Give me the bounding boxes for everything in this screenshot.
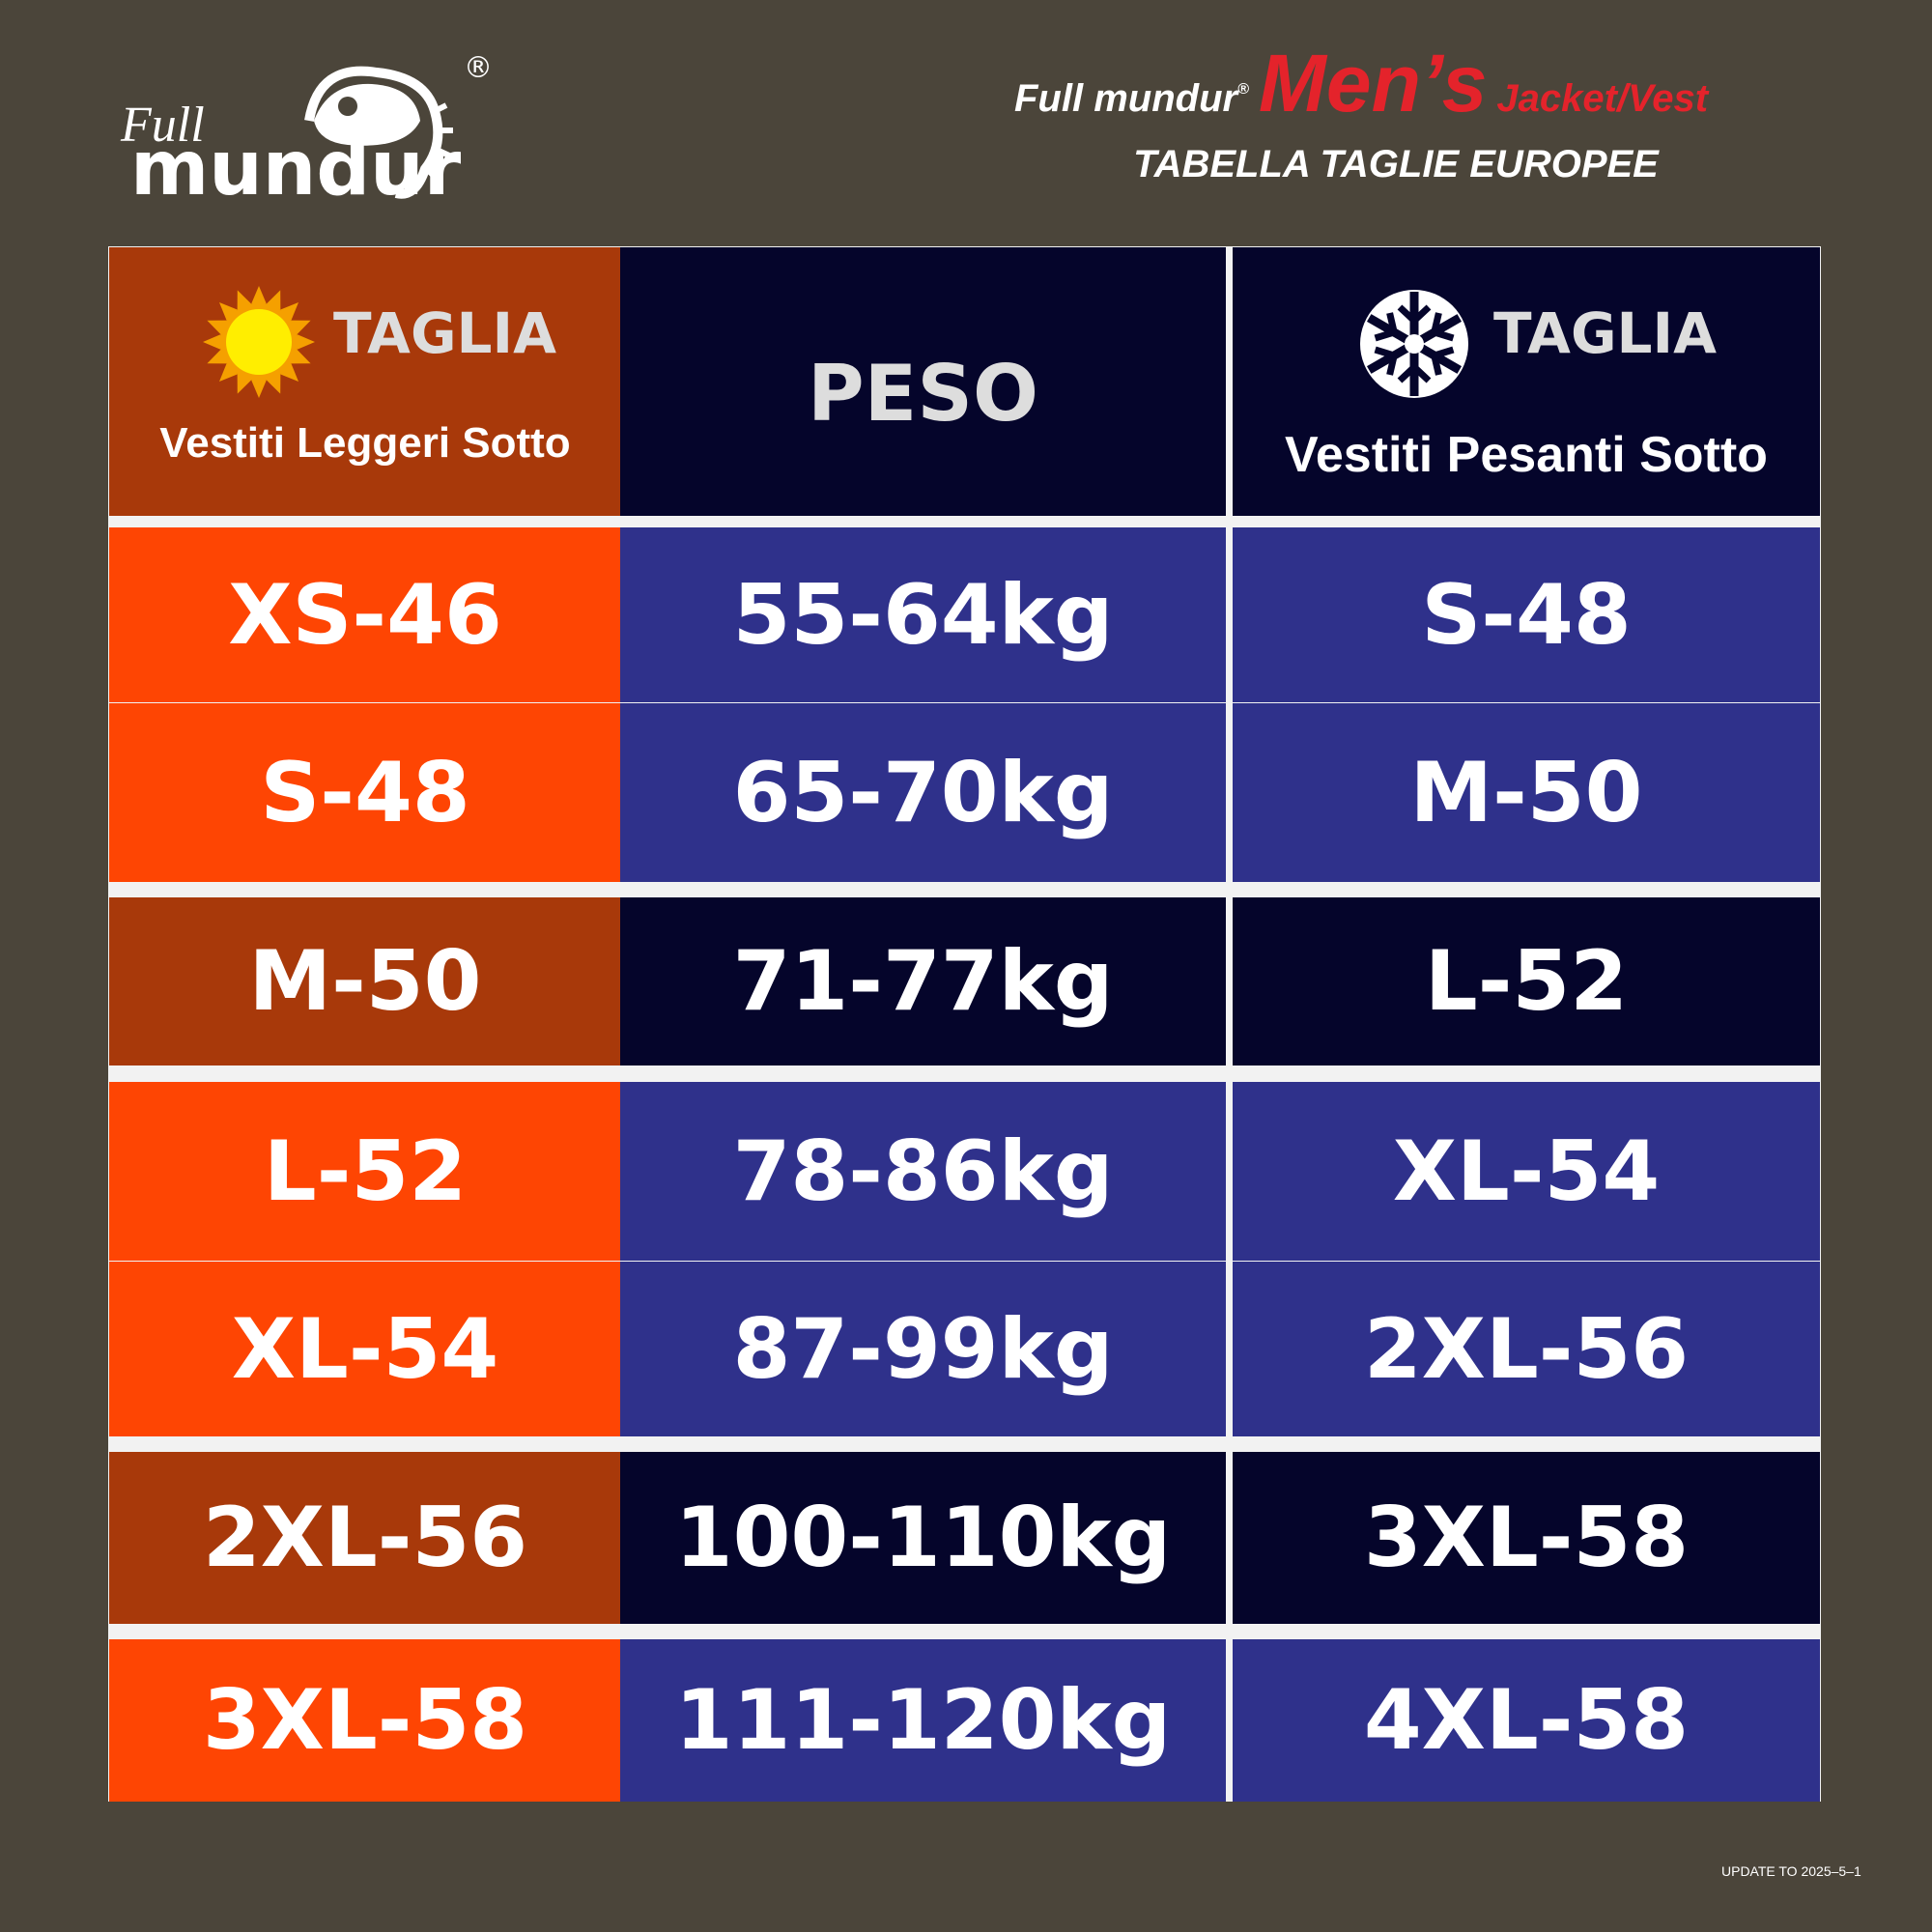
- table-cell: M-50: [1233, 703, 1820, 882]
- table-cell: L-52: [1233, 897, 1820, 1065]
- table-cell: 3XL-58: [109, 1639, 621, 1802]
- table-cell: S-48: [109, 703, 621, 882]
- table-cell: 71-77kg: [620, 897, 1226, 1065]
- header-cell: TAGLIA Vestiti Leggeri Sotto: [109, 247, 621, 516]
- table-cell: 100-110kg: [620, 1452, 1226, 1624]
- table-cell: M-50: [109, 897, 621, 1065]
- table-cell: 2XL-56: [109, 1452, 621, 1624]
- header-title: TAGLIA: [333, 300, 556, 366]
- header-cell: PESO: [620, 247, 1226, 516]
- table-cell: L-52: [109, 1082, 621, 1261]
- table-cell: 87-99kg: [620, 1262, 1226, 1436]
- table-cell: XL-54: [1233, 1082, 1820, 1261]
- table-cell: 65-70kg: [620, 703, 1226, 882]
- subtitle: TABELLA TAGLIE EUROPEE: [1133, 143, 1659, 185]
- product: Jacket/Vest: [1496, 77, 1709, 120]
- sun-icon: [203, 286, 315, 398]
- table-cell: 78-86kg: [620, 1082, 1226, 1261]
- header-title: PESO: [808, 349, 1038, 439]
- header-title: TAGLIA: [1493, 300, 1717, 366]
- title-line: Full mundur ® Men’s Jacket/Vest: [1014, 37, 1708, 130]
- logo-chameleon: [304, 66, 453, 199]
- footer: UPDATE TO 2025–5–1: [1721, 1863, 1861, 1879]
- logo: Full mundur ®: [116, 51, 502, 217]
- brand: Full mundur: [1014, 77, 1238, 120]
- table-cell: S-48: [1233, 527, 1820, 702]
- table-cell: 111-120kg: [620, 1639, 1226, 1802]
- table-cell: 2XL-56: [1233, 1262, 1820, 1436]
- header-cell: TAGLIA Vestiti Pesanti Sotto: [1233, 247, 1820, 516]
- gender: Men’s: [1258, 38, 1488, 128]
- table-cell: 55-64kg: [620, 527, 1226, 702]
- size-table: TAGLIA Vestiti Leggeri Sotto PESO TAGLIA Ves…: [108, 246, 1821, 1802]
- table-cell: XS-46: [109, 527, 621, 702]
- logo-name: mundur: [130, 126, 462, 213]
- snow-icon: [1360, 290, 1468, 398]
- header-note: Vestiti Leggeri Sotto: [159, 419, 571, 467]
- table-cell: 4XL-58: [1233, 1639, 1820, 1802]
- logo-script: Full: [121, 98, 205, 153]
- header-note: Vestiti Pesanti Sotto: [1285, 427, 1768, 483]
- brand-mark: ®: [1237, 81, 1249, 98]
- table-cell: 3XL-58: [1233, 1452, 1820, 1624]
- logo-mark: ®: [464, 51, 493, 85]
- table-cell: XL-54: [109, 1262, 621, 1436]
